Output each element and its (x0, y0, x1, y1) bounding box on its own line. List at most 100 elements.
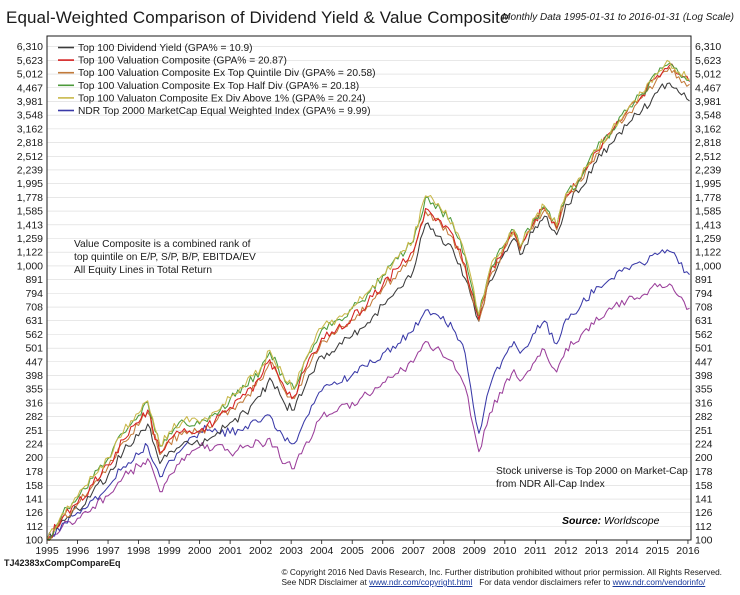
y-tick-label-left: 501 (25, 343, 43, 355)
y-tick-label-left: 282 (25, 411, 43, 423)
y-tick-label-right: 316 (695, 398, 713, 410)
copyright-text: © Copyright 2016 Ned Davis Research, Inc… (281, 567, 722, 577)
y-tick-label-right: 112 (695, 521, 712, 533)
y-tick-label-left: 4,467 (17, 82, 43, 94)
y-tick-label-right: 562 (695, 329, 713, 341)
y-tick-label-left: 112 (26, 521, 43, 533)
y-tick-label-left: 6,310 (17, 41, 43, 53)
x-tick-label: 2006 (371, 545, 395, 557)
x-tick-label: 2003 (279, 545, 303, 557)
y-tick-label-right: 200 (695, 452, 713, 464)
y-tick-label-left: 1,000 (17, 260, 43, 272)
y-tick-label-right: 891 (695, 274, 713, 286)
note-line-2: top quintile on E/P, S/P, B/P, EBITDA/EV (74, 252, 256, 263)
y-tick-label-left: 3,162 (17, 123, 43, 135)
y-tick-label-left: 355 (25, 384, 43, 396)
y-tick-label-right: 1,778 (695, 192, 721, 204)
legend-entry-2: Top 100 Valuation Composite Ex Top Quint… (78, 68, 376, 79)
y-tick-label-left: 3,548 (17, 110, 43, 122)
series-group (46, 59, 690, 542)
y-tick-label-left: 158 (25, 480, 43, 492)
y-tick-label-right: 3,162 (695, 123, 721, 135)
y-tick-label-right: 1,259 (695, 233, 721, 245)
y-tick-label-right: 224 (695, 439, 713, 451)
y-tick-label-right: 282 (695, 411, 713, 423)
y-tick-label-right: 355 (695, 384, 713, 396)
x-tick-label: 2013 (585, 545, 609, 557)
legend-entry-0: Top 100 Dividend Yield (GPA% = 10.9) (78, 43, 253, 54)
disclaimer-prefix: See NDR Disclaimer at (281, 577, 370, 587)
y-tick-label-right: 501 (695, 343, 713, 355)
grid (46, 46, 691, 544)
y-tick-label-right: 631 (695, 315, 713, 327)
x-tick-label: 1999 (157, 545, 181, 557)
y-tick-label-right: 251 (695, 425, 713, 437)
x-tick-label: 2011 (524, 545, 547, 557)
chart-code: TJ42383xCompCompareEq (4, 558, 121, 568)
y-tick-label-right: 141 (695, 494, 713, 506)
universe-line-1: Stock universe is Top 2000 on Market-Cap (496, 466, 688, 477)
series-line-4 (46, 59, 690, 541)
chart-title: Equal-Weighted Comparison of Dividend Yi… (6, 8, 510, 27)
y-tick-label-left: 3,981 (17, 96, 43, 108)
x-tick-label: 2016 (676, 545, 700, 557)
y-tick-label-left: 2,512 (17, 151, 43, 163)
legend-entry-5: NDR Top 2000 MarketCap Equal Weighted In… (78, 106, 370, 117)
y-tick-label-left: 2,818 (17, 137, 43, 149)
y-tick-label-left: 562 (25, 329, 43, 341)
x-tick-label: 1996 (66, 545, 90, 557)
x-tick-label: 2015 (646, 545, 670, 557)
legend-entry-4: Top 100 Valuaton Composite Ex Div Above … (78, 93, 366, 104)
y-tick-label-left: 224 (25, 439, 43, 451)
y-tick-label-right: 1,585 (695, 206, 721, 218)
y-tick-label-right: 2,818 (695, 137, 721, 149)
y-tick-label-left: 2,239 (17, 164, 43, 176)
y-tick-label-left: 631 (25, 315, 43, 327)
y-tick-label-right: 1,995 (695, 178, 721, 190)
y-tick-label-right: 5,012 (695, 69, 721, 81)
x-tick-label: 2004 (310, 545, 334, 557)
chart-subtitle: Monthly Data 1995-01-31 to 2016-01-31 (L… (502, 12, 734, 23)
legend-entry-3: Top 100 Valuation Composite Ex Top Half … (78, 81, 359, 92)
y-tick-label-left: 447 (25, 356, 43, 368)
plot-frame (46, 35, 692, 541)
universe-line-2: from NDR All-Cap Index (496, 479, 605, 490)
x-tick-label: 2014 (615, 545, 639, 557)
y-tick-label-right: 5,623 (695, 55, 721, 67)
series-line-6 (46, 282, 690, 541)
y-tick-label-left: 891 (25, 274, 43, 286)
y-tick-label-right: 708 (695, 302, 713, 314)
y-tick-label-left: 1,259 (17, 233, 43, 245)
copyright-block: © Copyright 2016 Ned Davis Research, Inc… (281, 567, 722, 587)
y-tick-label-left: 5,012 (17, 69, 43, 81)
y-tick-label-right: 3,548 (695, 110, 721, 122)
x-tick-label: 1995 (35, 545, 59, 557)
y-tick-label-left: 1,585 (17, 206, 43, 218)
copyright-link[interactable]: www.ndr.com/copyright.html (369, 577, 473, 587)
y-tick-label-right: 3,981 (695, 96, 721, 108)
y-tick-label-left: 126 (25, 507, 43, 519)
y-tick-label-right: 1,122 (695, 247, 721, 259)
y-tick-label-left: 178 (25, 466, 43, 478)
x-tick-label: 1997 (96, 545, 120, 557)
vendor-prefix: For data vendor disclaimers refer to (472, 577, 613, 587)
y-tick-label-right: 100 (695, 535, 713, 547)
series-line-0 (46, 82, 690, 541)
y-tick-label-left: 141 (25, 494, 43, 506)
vendor-link[interactable]: www.ndr.com/vendorinfo/ (612, 577, 706, 587)
y-tick-label-left: 1,995 (17, 178, 43, 190)
x-axis: 1995 1996 1997 1998 1999 2000 2001 2002 2003 2004… (35, 545, 699, 557)
x-tick-label: 2012 (554, 545, 578, 557)
y-tick-label-left: 1,413 (17, 219, 43, 231)
y-tick-label-left: 398 (25, 370, 43, 382)
x-tick-label: 2008 (432, 545, 456, 557)
series-line-5 (46, 249, 690, 541)
source-label: Source: (562, 515, 601, 527)
y-tick-label-left: 316 (25, 398, 43, 410)
y-tick-label-right: 126 (695, 507, 713, 519)
disclaimer-line: See NDR Disclaimer at www.ndr.com/copyri… (281, 577, 722, 587)
y-tick-label-left: 5,623 (17, 55, 43, 67)
